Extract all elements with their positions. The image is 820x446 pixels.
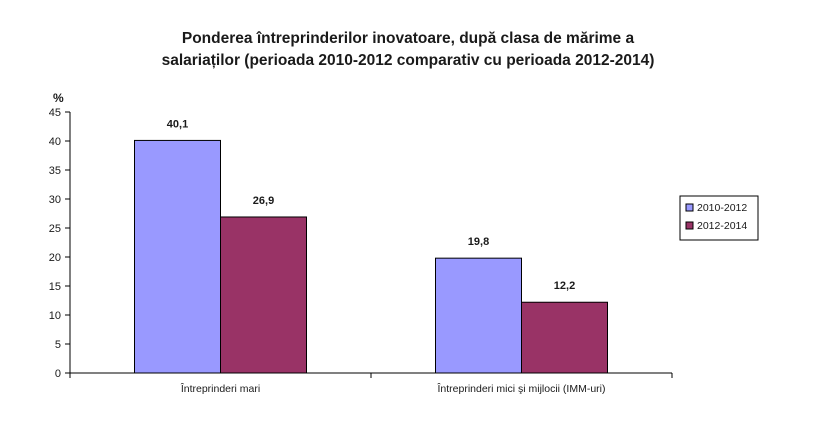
bar-value-label: 40,1 xyxy=(167,118,188,130)
legend-box xyxy=(679,195,759,241)
chart-labels: 0 5 10 15 20 25 30 35 40 45% 40,1 26,9 Întreprinderi… xyxy=(49,91,606,395)
y-tick-label: 15 xyxy=(49,281,61,293)
category-label: Întreprinderi mici şi mijlocii (IMM-uri) xyxy=(436,382,605,395)
y-axis-label: % xyxy=(53,91,64,105)
bar xyxy=(220,216,307,374)
y-tick-label: 30 xyxy=(49,194,61,206)
y-tick-label: 20 xyxy=(49,252,61,264)
bar-value-label: 26,9 xyxy=(253,195,274,207)
chart-legend: 2010-2012 2012-2014 xyxy=(679,195,759,241)
legend-swatch xyxy=(685,221,694,230)
bar xyxy=(134,139,221,374)
y-tick-label: 45 xyxy=(49,107,61,119)
legend-swatch xyxy=(685,203,694,212)
legend-label: 2010-2012 xyxy=(697,202,747,214)
chart-bars xyxy=(134,139,608,374)
bar xyxy=(435,257,522,374)
y-tick-label: 5 xyxy=(55,339,61,351)
chart-title-line-1: Ponderea întreprinderilor inovatoare, du… xyxy=(181,30,635,47)
bar-value-label: 12,2 xyxy=(554,280,575,292)
chart-title: Ponderea întreprinderilor inovatoare, du… xyxy=(40,28,776,72)
y-tick-label: 10 xyxy=(49,310,61,322)
chart-title-line-2: salariaților (perioada 2010-2012 compara… xyxy=(161,52,655,69)
category-label: Întreprinderi mari xyxy=(180,382,260,395)
bar-value-label: 19,8 xyxy=(468,236,489,248)
y-tick-label: 40 xyxy=(49,136,61,148)
y-tick-label: 0 xyxy=(55,368,61,380)
y-tick-label: 25 xyxy=(49,223,61,235)
y-tick-label: 35 xyxy=(49,165,61,177)
legend-label: 2012-2014 xyxy=(697,220,747,232)
bar xyxy=(521,301,608,374)
